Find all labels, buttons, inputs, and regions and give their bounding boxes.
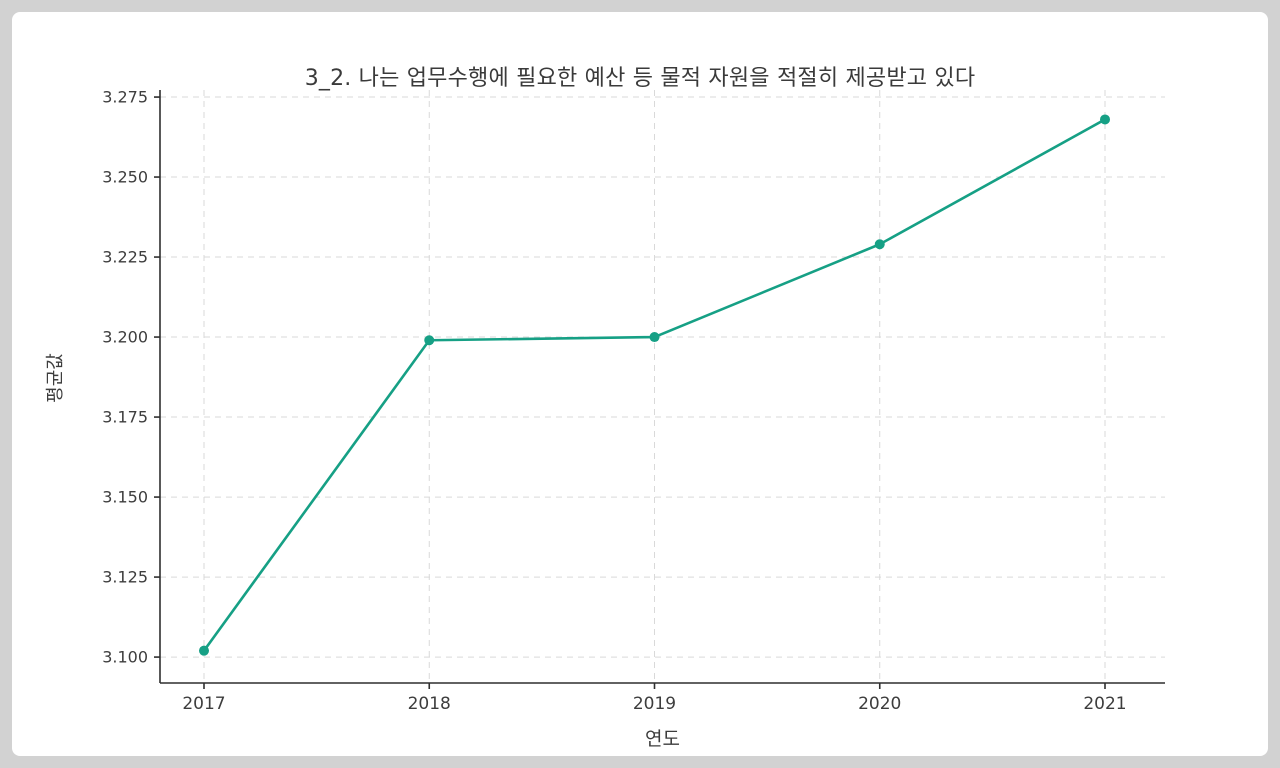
y-tick-label: 3.275 bbox=[102, 88, 148, 107]
y-tick-label: 3.100 bbox=[102, 648, 148, 667]
chart-card: 3_2. 나는 업무수행에 필요한 예산 등 물적 자원을 적절히 제공받고 있… bbox=[12, 12, 1268, 756]
chart-title: 3_2. 나는 업무수행에 필요한 예산 등 물적 자원을 적절히 제공받고 있… bbox=[304, 66, 976, 91]
line-series bbox=[202, 118, 1107, 652]
x-tick-label: 2017 bbox=[182, 694, 225, 714]
data-point bbox=[874, 239, 885, 250]
x-axis-label: 연도 bbox=[645, 728, 680, 750]
data-point bbox=[199, 645, 209, 656]
data-point bbox=[424, 335, 435, 346]
data-point bbox=[1100, 114, 1110, 125]
line-chart: 3.100 3.125 3.150 3.175 3.200 3.225 3.250 3.275… bbox=[102, 88, 1165, 714]
y-tick-label: 3.250 bbox=[102, 168, 148, 187]
y-tick-label: 3.225 bbox=[102, 248, 148, 267]
x-tick-label: 2020 bbox=[858, 694, 901, 714]
data-point bbox=[649, 332, 660, 343]
x-tick-label: 2021 bbox=[1083, 694, 1126, 714]
y-tick-label: 3.200 bbox=[102, 328, 148, 347]
y-tick-label: 3.150 bbox=[102, 488, 148, 507]
x-tick-label: 2019 bbox=[633, 694, 676, 714]
y-tick-label: 3.125 bbox=[102, 568, 148, 587]
y-tick-label: 3.175 bbox=[102, 408, 148, 427]
x-tick-label: 2018 bbox=[408, 694, 451, 714]
